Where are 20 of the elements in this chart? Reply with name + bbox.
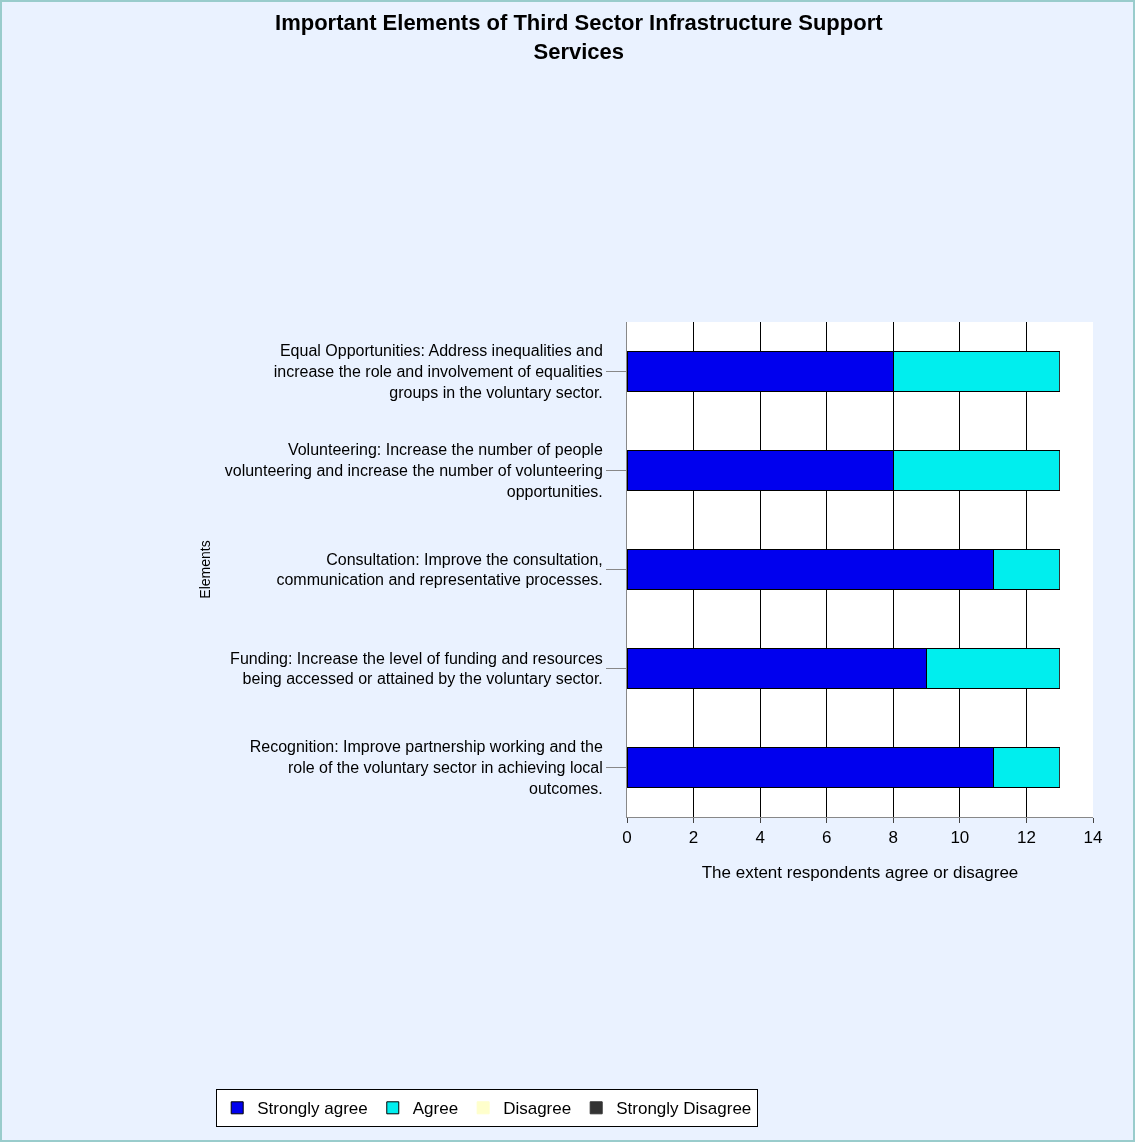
x-tick-label: 6 xyxy=(821,828,832,848)
y-axis-title: Elements xyxy=(197,540,214,599)
x-tick-label: 4 xyxy=(755,828,765,848)
y-tick-label: Equal Opportunities: Address inequalities and increase the role and involvement of equalities groups in the voluntary sector. xyxy=(273,342,603,401)
x-tick-label: 10 xyxy=(950,828,970,848)
x-tick-label: 0 xyxy=(622,828,632,848)
legend-label: Strongly Disagree xyxy=(616,1099,752,1119)
x-tick-label: 8 xyxy=(888,828,899,848)
legend-label: Strongly agree xyxy=(257,1099,368,1119)
x-axis-title: The extent respondents agree or disagree xyxy=(701,863,1019,882)
x-tick-label: 14 xyxy=(1083,828,1103,848)
y-tick-label: Volunteering: Increase the number of people volunteering and increase the number of volunteering opportunities. xyxy=(224,441,603,500)
x-tick-label: 12 xyxy=(1016,828,1036,848)
legend-label: Agree xyxy=(412,1099,459,1119)
x-tick-label: 2 xyxy=(688,828,699,848)
chart-title: Important Elements of Third Sector Infrastructure Support Services xyxy=(275,10,884,65)
y-tick-label: Funding: Increase the level of funding and resources being accessed or attained by the voluntary sector. xyxy=(230,649,603,688)
y-tick-label: Consultation: Improve the consultation, communication and representative processes. xyxy=(276,550,603,589)
legend-label: Disagree xyxy=(503,1099,572,1119)
y-tick-label: Recognition: Improve partnership working and the role of the voluntary sector in achieving local outcomes. xyxy=(249,738,603,797)
